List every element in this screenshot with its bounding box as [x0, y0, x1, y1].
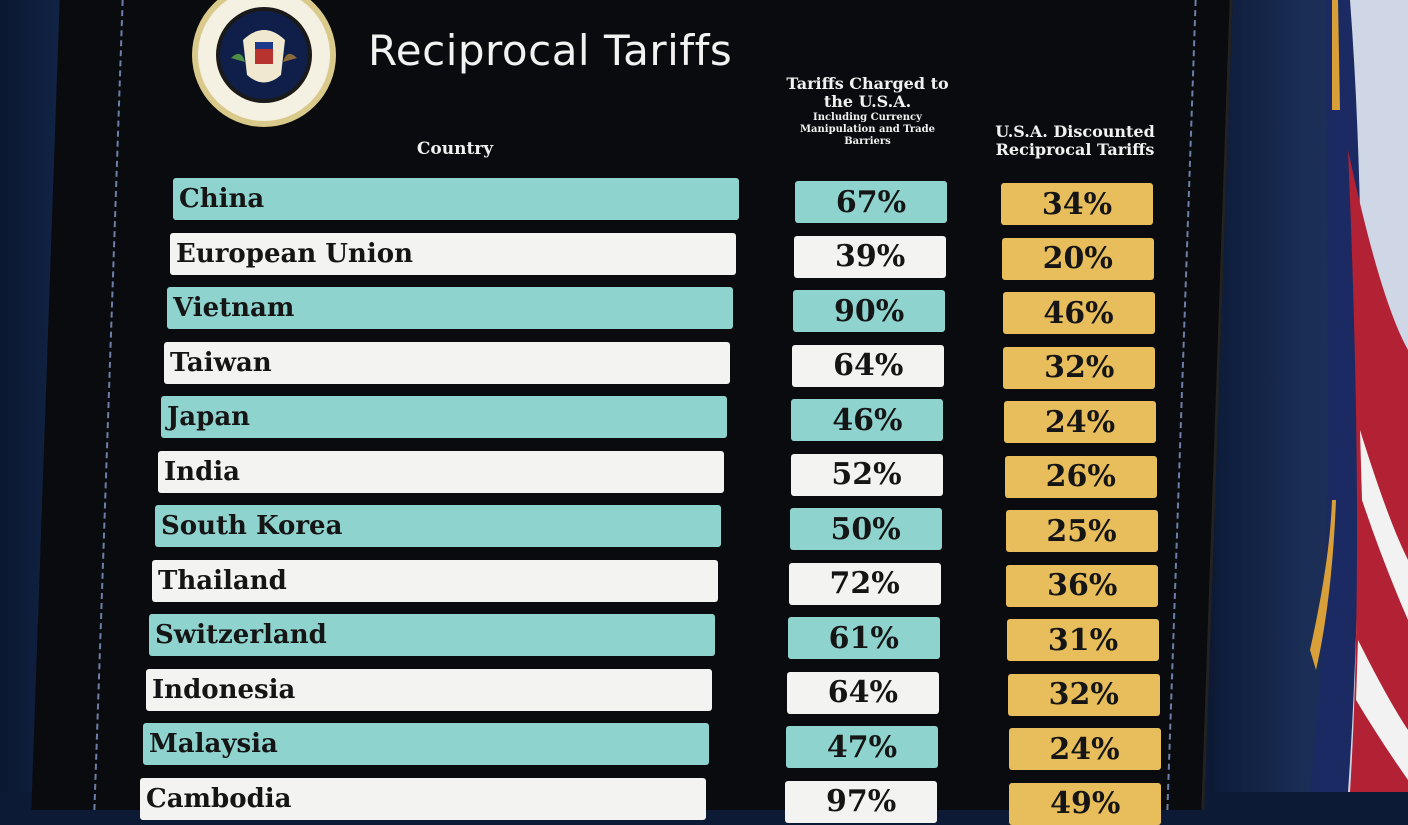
charged-tariff-cell: 72%: [788, 562, 941, 605]
reciprocal-tariff-cell: 20%: [1001, 237, 1154, 280]
reciprocal-tariff-cell: 25%: [1005, 510, 1158, 552]
reciprocal-tariff-cell: 32%: [1003, 346, 1156, 389]
reciprocal-tariff-cell: 36%: [1006, 564, 1159, 607]
reciprocal-tariff-cell: 24%: [1004, 401, 1156, 443]
page-title: Reciprocal Tariffs: [368, 26, 733, 75]
charged-tariff-cell: 50%: [789, 508, 942, 550]
column-header-charged-sub: Including Currency Manipulation and Trad…: [799, 111, 936, 147]
charged-tariff-cell: 90%: [793, 290, 946, 332]
reciprocal-tariff-cell: 34%: [1001, 183, 1153, 225]
charged-tariff-cell: 64%: [792, 344, 945, 387]
country-cell: Thailand: [152, 559, 718, 602]
reciprocal-tariff-cell: 24%: [1008, 728, 1161, 770]
country-cell: Cambodia: [140, 777, 706, 820]
country-cell: Switzerland: [149, 614, 715, 656]
american-flag-icon: [1310, 0, 1408, 792]
charged-tariff-cell: 64%: [786, 671, 939, 714]
reciprocal-tariff-cell: 46%: [1002, 292, 1155, 334]
presidential-seal-icon: [192, 0, 336, 127]
board-left-border: [93, 0, 124, 810]
charged-tariff-cell: 52%: [790, 453, 943, 496]
reciprocal-tariff-cell: 26%: [1004, 455, 1157, 498]
country-cell: Indonesia: [146, 668, 712, 711]
country-cell: Malaysia: [143, 723, 709, 765]
column-header-charged: Tariffs Charged to the U.S.A. Including …: [780, 74, 955, 148]
country-cell: Taiwan: [164, 341, 730, 384]
column-header-charged-main: Tariffs Charged to the U.S.A.: [786, 74, 949, 112]
country-cell: Japan: [161, 396, 727, 438]
country-cell: European Union: [170, 232, 736, 275]
charged-tariff-cell: 39%: [794, 235, 947, 278]
reciprocal-tariff-cell: 31%: [1007, 619, 1159, 661]
country-cell: India: [158, 450, 724, 493]
country-cell: China: [173, 178, 739, 220]
charged-tariff-cell: 46%: [791, 399, 944, 441]
board-right-border: [1166, 0, 1197, 810]
charged-tariff-cell: 47%: [786, 726, 938, 768]
country-cell: South Korea: [155, 505, 721, 547]
charged-tariff-cell: 61%: [787, 617, 940, 659]
column-header-discounted: U.S.A. Discounted Reciprocal Tariffs: [995, 122, 1155, 160]
charged-tariff-cell: 67%: [795, 181, 947, 223]
country-cell: Vietnam: [167, 287, 733, 329]
reciprocal-tariff-cell: 49%: [1009, 782, 1162, 825]
charged-tariff-cell: 97%: [785, 780, 938, 823]
reciprocal-tariff-cell: 32%: [1007, 673, 1160, 716]
column-header-country: Country: [416, 139, 494, 159]
